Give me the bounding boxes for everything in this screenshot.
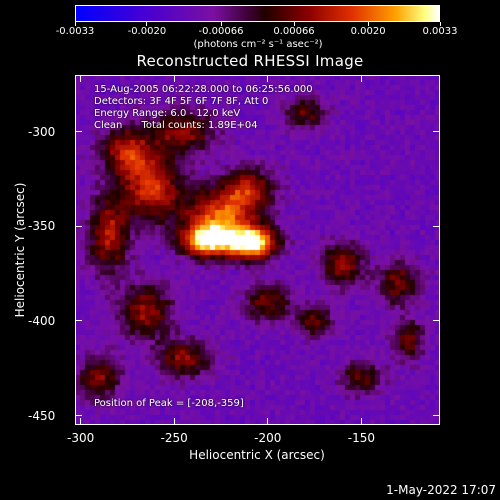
x-tick-label: -200	[254, 431, 282, 445]
colorbar-unit-label: (photons cm⁻² s⁻¹ asec⁻²)	[193, 39, 323, 50]
colorbar-tick-mark	[74, 22, 76, 26]
colorbar-tick-mark	[367, 22, 369, 26]
annotation-peak-position: Position of Peak = [-208,-359]	[94, 398, 244, 409]
x-tick-mark	[267, 418, 269, 425]
y-tick-mark	[433, 415, 440, 417]
x-tick-mark	[360, 75, 362, 82]
y-axis-label: Heliocentric Y (arcsec)	[13, 182, 27, 318]
y-tick-mark	[433, 225, 440, 227]
y-tick-mark	[433, 320, 440, 322]
x-tick-label: -250	[160, 431, 188, 445]
y-tick-mark	[75, 225, 82, 227]
x-axis-label: Heliocentric X (arcsec)	[189, 448, 325, 462]
colorbar-tick-label: 0.0020	[350, 26, 386, 37]
colorbar-tick-label: 0.00066	[273, 26, 315, 37]
x-tick-mark	[267, 75, 269, 82]
y-tick-mark	[75, 131, 82, 133]
colorbar-tick-label: -0.00066	[198, 26, 244, 37]
colorbar-tick-mark	[439, 22, 441, 26]
y-tick-mark	[433, 131, 440, 133]
x-tick-mark	[80, 418, 82, 425]
datestamp: 1-May-2022 17:07	[386, 483, 496, 497]
colorbar	[75, 5, 440, 22]
annotation-detectors: Detectors: 3F 4F 5F 6F 7F 8F, Att 0	[94, 96, 269, 107]
y-tick-label: -400	[28, 313, 56, 328]
x-tick-label: -300	[66, 431, 95, 445]
x-tick-mark	[173, 75, 175, 82]
annotation-energy-range: Energy Range: 6.0 - 12.0 keV	[94, 108, 241, 119]
colorbar-tick-label: 0.0033	[422, 26, 458, 37]
colorbar-tick-mark	[146, 22, 148, 26]
y-tick-label: -350	[28, 219, 56, 234]
colorbar-tick-label: -0.0020	[127, 26, 167, 37]
colorbar-tick-mark	[220, 22, 222, 26]
x-tick-mark	[360, 418, 362, 425]
colorbar-tick-mark	[293, 22, 295, 26]
x-tick-label: -150	[347, 431, 375, 445]
y-tick-label: -450	[28, 408, 56, 423]
annotation-clean-counts: Clean Total counts: 1.89E+04	[94, 120, 258, 131]
chart-title: Reconstructed RHESSI Image	[136, 52, 364, 70]
annotation-time-range: 15-Aug-2005 06:22:28.000 to 06:25:56.000	[94, 84, 313, 95]
y-tick-mark	[75, 320, 82, 322]
x-tick-mark	[173, 418, 175, 425]
colorbar-tick-label: -0.0033	[55, 26, 95, 37]
x-tick-mark	[80, 75, 82, 82]
y-tick-label: -300	[28, 124, 56, 139]
y-tick-mark	[75, 415, 82, 417]
plot-area	[75, 75, 440, 425]
heatmap-image	[75, 75, 440, 425]
